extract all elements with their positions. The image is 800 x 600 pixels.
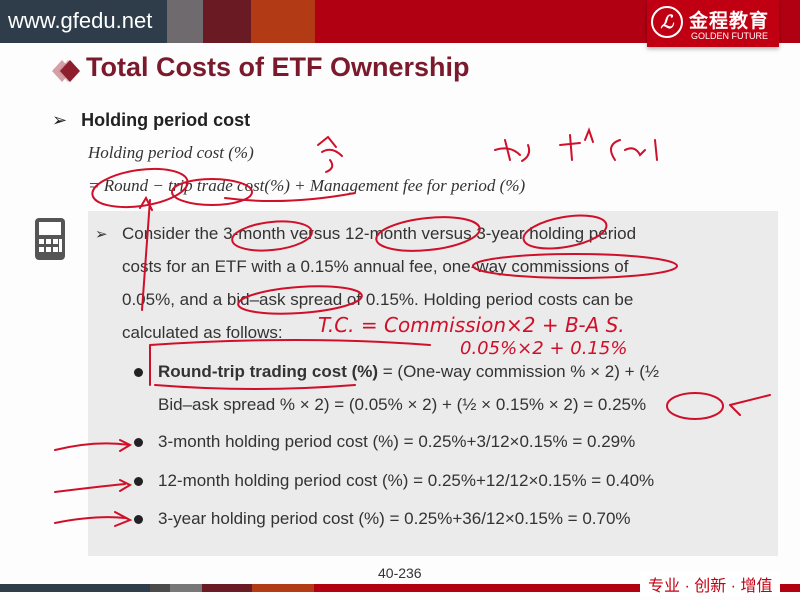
calculator-icon	[35, 218, 65, 260]
round-trip-line-1: Round-trip trading cost (%) = (One-way c…	[158, 362, 659, 382]
logo-cn: 金程教育	[689, 11, 770, 32]
section-heading: ➢ Holding period cost	[52, 110, 250, 131]
logo-seal-icon: ℒ	[651, 6, 683, 38]
example-box	[88, 211, 778, 556]
arrow-bullet-icon: ➢	[52, 110, 68, 130]
round-trip-label: Round-trip trading cost (%)	[158, 362, 379, 381]
formula-line-1: Holding period cost (%)	[88, 143, 254, 162]
bullet-12-month: 12-month holding period cost (%) = 0.25%…	[158, 471, 655, 490]
footer-tagline: 专业 · 创新 · 增值	[640, 572, 781, 596]
bullet-dot	[134, 515, 143, 524]
section-heading-text: Holding period cost	[81, 110, 251, 130]
round-trip-formula: = (One-way commission % × 2) + (½	[378, 362, 660, 381]
round-trip-line-2: Bid–ask spread % × 2) = (0.05% × 2) + (½…	[158, 395, 647, 414]
bullet-dot	[134, 477, 143, 486]
logo-en: GOLDEN FUTURE	[691, 31, 769, 41]
page-number: 40-236	[378, 565, 422, 581]
bullet-dot	[134, 368, 143, 377]
site-url: www.gfedu.net	[8, 8, 153, 33]
bullet-3-month: 3-month holding period cost (%) = 0.25%+…	[158, 432, 636, 451]
footer-bar	[0, 584, 800, 592]
handwritten-note: T.C. = Commission×2 + B-A S.	[318, 313, 625, 337]
arrow-bullet-icon: ➢	[95, 226, 108, 243]
bullet-dot	[134, 438, 143, 447]
example-line: calculated as follows:	[122, 323, 283, 342]
handwritten-note: 0.05%×2 + 0.15%	[460, 338, 628, 359]
bullet-3-year: 3-year holding period cost (%) = 0.25%+3…	[158, 509, 631, 528]
diamond-icon	[52, 60, 80, 82]
example-line: costs for an ETF with a 0.15% annual fee…	[122, 257, 629, 276]
brand-logo: ℒ 金程教育 GOLDEN FUTURE	[647, 0, 779, 47]
slide-title: Total Costs of ETF Ownership	[86, 52, 470, 82]
